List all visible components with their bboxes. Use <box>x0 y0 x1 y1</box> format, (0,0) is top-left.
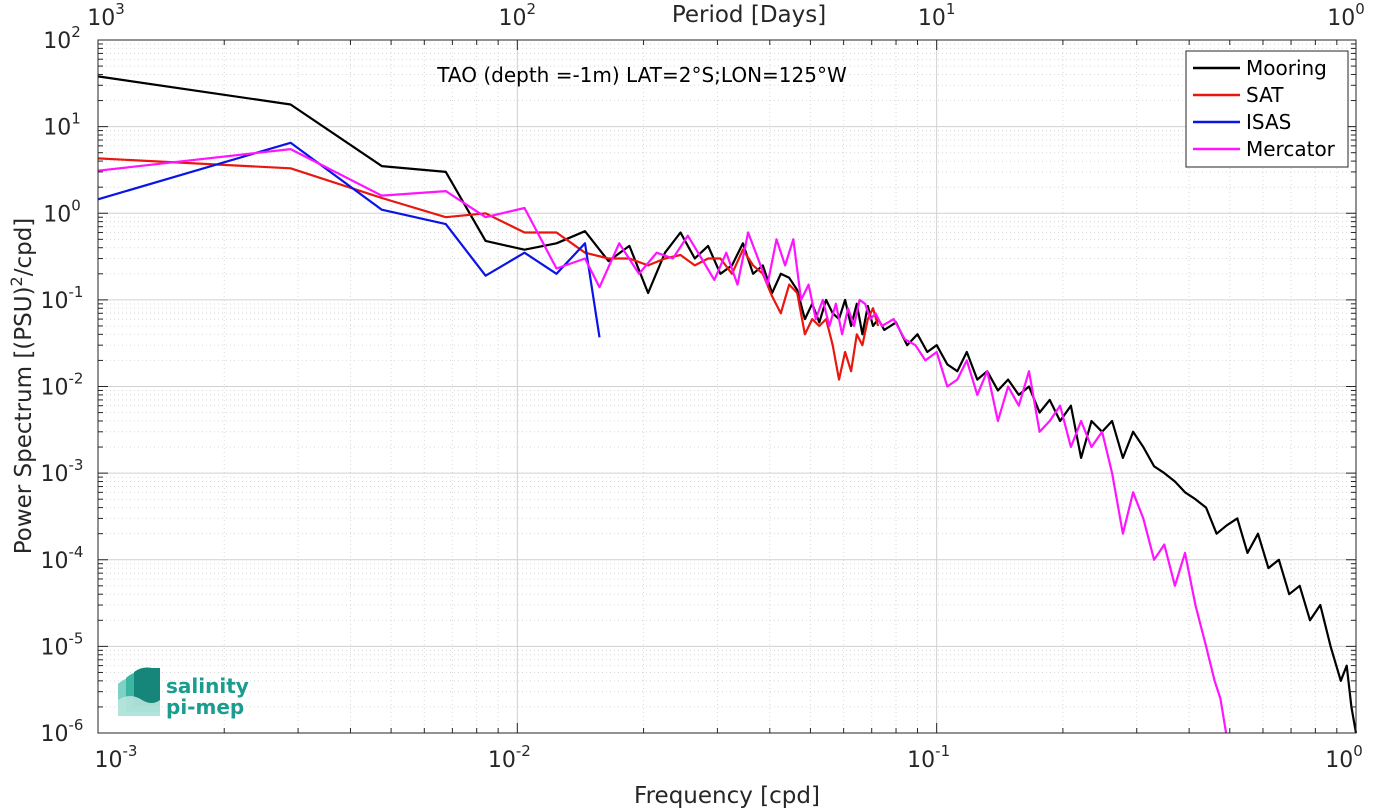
top-tick-label-exp: 0 <box>1355 0 1365 18</box>
top-tick-label-exp: 1 <box>946 0 956 18</box>
top-tick-label-base: 10 <box>499 6 527 31</box>
y-tick-label: 101 <box>43 110 81 141</box>
series-line-mooring <box>97 75 1358 734</box>
series-line-mercator <box>97 148 1228 734</box>
y-tick-label-base: 10 <box>41 376 69 401</box>
y-tick-label-exp: -2 <box>69 370 84 388</box>
logo-text-line1: salinity <box>166 674 249 698</box>
top-tick-label-base: 10 <box>918 6 946 31</box>
y-axis-title: Power Spectrum [(PSU)2/cpd] <box>7 218 37 555</box>
y-tick-label-base: 10 <box>43 202 71 227</box>
y-tick-label: 102 <box>43 23 81 54</box>
x-tick-label-base: 10 <box>907 748 935 773</box>
series-layer <box>97 75 1358 734</box>
top-tick-label-exp: 3 <box>115 0 125 18</box>
x-tick-label-base: 10 <box>488 748 516 773</box>
top-axis-title: Period [Days] <box>672 2 826 28</box>
y-tick-label-exp: 1 <box>71 110 81 128</box>
y-tick-label-exp: -5 <box>69 629 84 647</box>
y-tick-label: 10-2 <box>41 370 84 401</box>
y-tick-label-exp: -1 <box>69 283 84 301</box>
y-tick-label-exp: 2 <box>71 23 81 41</box>
series-line-sat <box>97 157 880 381</box>
logo-icon <box>118 667 160 716</box>
salinity-pi-mep-logo: salinity pi-mep <box>118 667 249 719</box>
y-tick-label: 10-5 <box>41 629 84 660</box>
top-tick-label: 103 <box>87 0 125 31</box>
y-tick-label-exp: 0 <box>71 196 81 214</box>
y-axis-title-sup: 2 <box>7 276 26 286</box>
top-tick-label: 101 <box>918 0 956 31</box>
y-tick-label-base: 10 <box>41 462 69 487</box>
y-axis-title-tail: /cpd] <box>11 218 37 277</box>
y-tick-label-base: 10 <box>41 289 69 314</box>
series-line-isas <box>97 141 601 338</box>
y-tick-label-exp: -6 <box>69 716 84 734</box>
x-tick-label: 10-1 <box>907 742 950 773</box>
legend-items: Mooring SAT ISAS Mercator <box>1193 56 1336 161</box>
x-axis-title: Frequency [cpd] <box>634 783 820 809</box>
x-tick-label-exp: -1 <box>935 742 950 760</box>
top-tick-label: 102 <box>499 0 537 31</box>
legend-label-mooring: Mooring <box>1246 56 1327 80</box>
y-tick-label: 10-4 <box>41 543 84 574</box>
y-tick-label-base: 10 <box>43 116 71 141</box>
y-tick-label-base: 10 <box>43 29 71 54</box>
y-axis-title-main: Power Spectrum [(PSU) <box>11 286 37 554</box>
x-tick-label-base: 10 <box>95 748 123 773</box>
y-tick-label-base: 10 <box>41 635 69 660</box>
y-tick-label: 10-1 <box>41 283 84 314</box>
tick-labels: 10-3 10-2 10-1 10010-610-510-410-310-210-11… <box>41 0 1365 773</box>
tick-marks <box>97 39 1357 734</box>
legend-label-sat: SAT <box>1246 83 1284 107</box>
x-tick-label: 100 <box>1325 742 1363 773</box>
top-tick-label-base: 10 <box>87 6 115 31</box>
x-tick-label-base: 10 <box>1325 748 1353 773</box>
top-tick-label-base: 10 <box>1327 6 1355 31</box>
x-tick-label: 10-3 <box>95 742 138 773</box>
legend-label-mercator: Mercator <box>1246 137 1336 161</box>
x-tick-label-exp: 0 <box>1353 742 1363 760</box>
x-tick-label-exp: -3 <box>123 742 138 760</box>
top-tick-label: 100 <box>1327 0 1365 31</box>
y-tick-label-exp: -4 <box>69 543 84 561</box>
y-tick-label: 100 <box>43 196 81 227</box>
logo-text-line2: pi-mep <box>166 695 244 719</box>
y-tick-label: 10-6 <box>41 716 84 747</box>
legend: Mooring SAT ISAS Mercator <box>1185 50 1349 168</box>
x-tick-label-exp: -2 <box>516 742 531 760</box>
top-tick-label-exp: 2 <box>527 0 537 18</box>
x-tick-label: 10-2 <box>488 742 531 773</box>
legend-label-isas: ISAS <box>1246 110 1291 134</box>
y-tick-label-base: 10 <box>41 549 69 574</box>
y-tick-label: 10-3 <box>41 456 84 487</box>
chart-title: TAO (depth =-1m) LAT=2°S;LON=125°W <box>436 63 847 87</box>
legend-box <box>1185 50 1349 168</box>
y-tick-label-exp: -3 <box>69 456 84 474</box>
y-tick-label-base: 10 <box>41 722 69 747</box>
